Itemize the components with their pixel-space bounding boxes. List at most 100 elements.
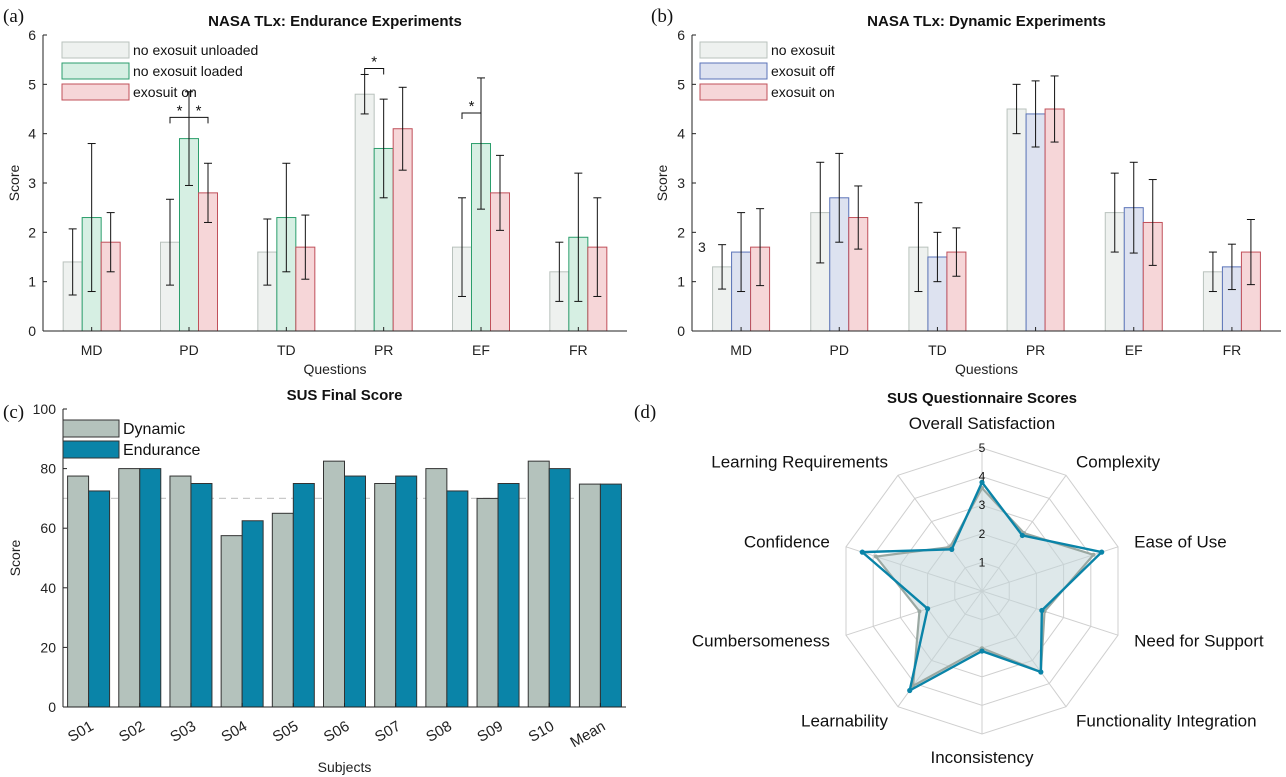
panel-label: (b) (651, 6, 673, 27)
panel-label: (a) (3, 6, 24, 27)
panel-b-dynamic-chart: (b) NASA TLx: Dynamic Experiments0123456M… (651, 6, 1281, 377)
panel-annotation: 3 (698, 239, 706, 255)
radar-axis-label-complexity: Complexity (1076, 453, 1161, 472)
x-tick-label: S07 (372, 718, 404, 746)
radar-point (859, 549, 865, 555)
panel-label: (d) (634, 402, 656, 423)
x-tick-label: FR (1223, 342, 1242, 358)
y-tick-label: 2 (677, 224, 685, 240)
radar-point (924, 606, 931, 612)
significance-bracket (461, 112, 482, 119)
y-tick-label: 5 (677, 76, 685, 92)
significance-star: * (196, 102, 202, 119)
x-tick-label: S04 (219, 718, 251, 746)
panel-a-endurance-chart: (a) NASA TLx: Endurance Experiments 0 1 2 3 4 5… (3, 6, 627, 377)
x-tick-label: PR (1026, 342, 1045, 358)
y-tick-label: 6 (28, 27, 36, 43)
y-tick-label: 100 (33, 401, 57, 417)
radar-point (1091, 552, 1096, 557)
y-tick-label: 80 (40, 461, 56, 477)
x-tick-label: S05 (270, 718, 302, 746)
panel-c-sus-final-score-chart: (c) SUS Final Score 0 20 40 60 80 100 S01 S02 S03 S… (3, 387, 626, 775)
legend-swatch-dynamic (62, 419, 120, 438)
radar-point (979, 479, 985, 485)
bar-dynamic-s05 (271, 512, 294, 708)
legend-label-endurance: Endurance (123, 442, 200, 459)
radar-point (1038, 669, 1044, 675)
chart-title: SUS Final Score (287, 387, 403, 404)
chart-title: SUS Questionnaire Scores (887, 390, 1077, 407)
y-tick-label: 4 (677, 126, 685, 142)
x-axis-label: Questions (955, 361, 1018, 377)
radar-axis-label-inconsistency: Inconsistency (931, 748, 1034, 767)
y-axis-label: Score (7, 540, 23, 577)
x-tick-label: S08 (423, 718, 455, 746)
bar-endurance-s09 (497, 483, 520, 708)
radar-tick-label: 3 (979, 498, 986, 512)
radar-point (873, 554, 878, 559)
bar-no-exosuit-pr (1006, 108, 1027, 332)
radar-tick-label: 4 (979, 470, 986, 484)
radar-point (1039, 607, 1045, 614)
x-tick-label: MD (81, 342, 103, 358)
y-tick-label: 0 (48, 699, 56, 715)
bar-endurance-s06 (344, 475, 366, 708)
x-tick-label: S02 (116, 718, 148, 746)
x-tick-label: S01 (65, 718, 97, 746)
radar-tick-label: 1 (979, 555, 986, 569)
radar-series-0 (873, 486, 1096, 688)
radar-point (979, 648, 985, 654)
radar-tick-label: 5 (979, 441, 986, 455)
y-tick-label: 1 (28, 274, 36, 290)
x-tick-label: TD (928, 342, 947, 358)
legend-label-exosuit-on: exosuit on (771, 84, 835, 100)
radar-axis-label-confidence: Confidence (744, 533, 830, 552)
bar-dynamic-s09 (476, 497, 499, 708)
bar-dynamic-s07 (374, 483, 397, 708)
radar-axis-label-cumbersomeness: Cumbersomeness (692, 631, 830, 650)
bar-dynamic-s08 (425, 468, 448, 708)
legend-swatch-endurance (62, 440, 120, 459)
bar-endurance-s02 (139, 468, 162, 708)
bar-endurance-s03 (190, 483, 213, 708)
radar-axis-label-functionality-integration: Functionality Integration (1076, 711, 1257, 730)
legend-label-exosuit-off: exosuit off (771, 63, 835, 79)
bar-dynamic-s10 (527, 460, 550, 708)
y-tick-label: 20 (40, 639, 56, 655)
y-tick-label: 0 (28, 323, 36, 339)
legend-label-no-exosuit: no exosuit (771, 42, 835, 58)
significance-bracket (364, 68, 385, 75)
legend-swatch-no-exosuit-unloaded (61, 41, 130, 59)
chart-title: NASA TLx: Dynamic Experiments (867, 13, 1106, 30)
legend-label-dynamic: Dynamic (123, 421, 185, 438)
radar-point (1099, 549, 1105, 555)
radar-axis-label-need-for-support: Need for Support (1134, 631, 1264, 650)
radar-point (917, 609, 922, 614)
panel-label: (c) (3, 402, 24, 423)
bar-dynamic-s01 (67, 475, 90, 708)
y-tick-label: 3 (677, 175, 685, 191)
legend-swatch-exosuit-off (699, 62, 768, 80)
panel-d-sus-radar-chart: (d) SUS Questionnaire Scores 1 2 3 4 5 Overall … (634, 390, 1264, 767)
y-tick-label: 0 (677, 323, 685, 339)
x-tick-label: TD (277, 342, 296, 358)
x-tick-label: S09 (474, 718, 506, 746)
significance-bracket (188, 116, 209, 124)
bar-endurance-s07 (395, 475, 418, 708)
legend-label-no-exosuit-unloaded: no exosuit unloaded (133, 42, 258, 58)
radar-point (1019, 532, 1025, 539)
radar-axis-label-learnability: Learnability (801, 711, 888, 730)
y-tick-label: 3 (28, 175, 36, 191)
x-tick-label: PD (179, 342, 198, 358)
y-tick-label: 4 (28, 126, 36, 142)
bar-dynamic-mean (578, 483, 601, 708)
bar-dynamic-s02 (118, 468, 141, 708)
bar-dynamic-s06 (323, 460, 345, 708)
legend-swatch-exosuit-on (61, 83, 130, 101)
x-tick-label: EF (472, 342, 490, 358)
x-axis-label: Subjects (318, 759, 372, 775)
bar-no-exosuit-unloaded-pr (354, 93, 375, 332)
bar-endurance-mean (599, 483, 622, 708)
y-axis-label: Score (6, 165, 22, 202)
